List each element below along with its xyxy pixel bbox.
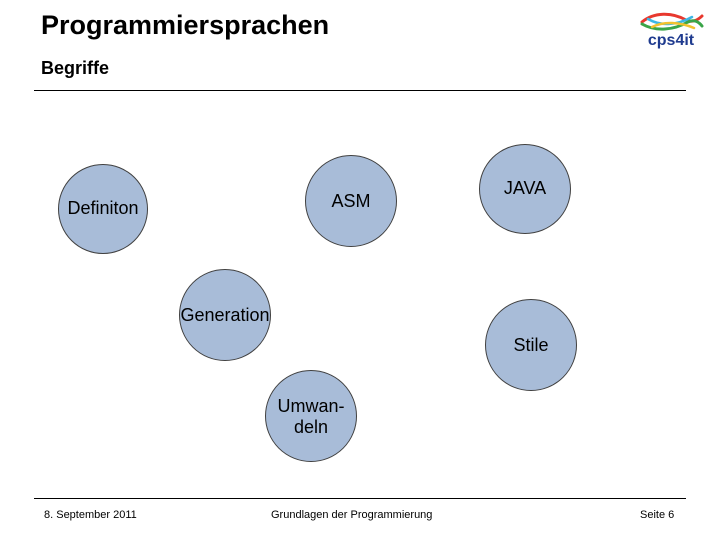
node-stile[interactable] xyxy=(485,299,577,391)
header-divider xyxy=(34,90,686,91)
cps4it-logo: cps4it xyxy=(640,12,704,49)
node-definiton[interactable] xyxy=(58,164,148,254)
logo-swoosh-green xyxy=(640,19,704,31)
slide-title: Programmiersprachen xyxy=(41,10,330,40)
node-stile-label: Stile xyxy=(513,335,549,355)
node-generation-label: Generation xyxy=(180,305,270,325)
node-asm-label: ASM xyxy=(331,191,371,211)
footer-divider xyxy=(34,498,686,499)
slide-subtitle: Begriffe xyxy=(41,58,110,78)
node-asm[interactable] xyxy=(305,155,397,247)
footer-page-number: Seite 6 xyxy=(640,509,675,521)
node-java[interactable] xyxy=(479,144,571,234)
footer-course: Grundlagen der Programmierung xyxy=(271,509,433,521)
logo-swoosh-yellow xyxy=(650,21,696,30)
node-umwandeln-label: Umwan- deln xyxy=(277,396,345,437)
node-definiton-label: Definiton xyxy=(67,198,139,218)
node-umwandeln[interactable] xyxy=(265,370,357,462)
logo-text: cps4it xyxy=(648,32,695,49)
node-generation[interactable] xyxy=(179,269,271,361)
node-java-label: JAVA xyxy=(503,178,547,198)
footer-date: 8. September 2011 xyxy=(44,509,137,521)
